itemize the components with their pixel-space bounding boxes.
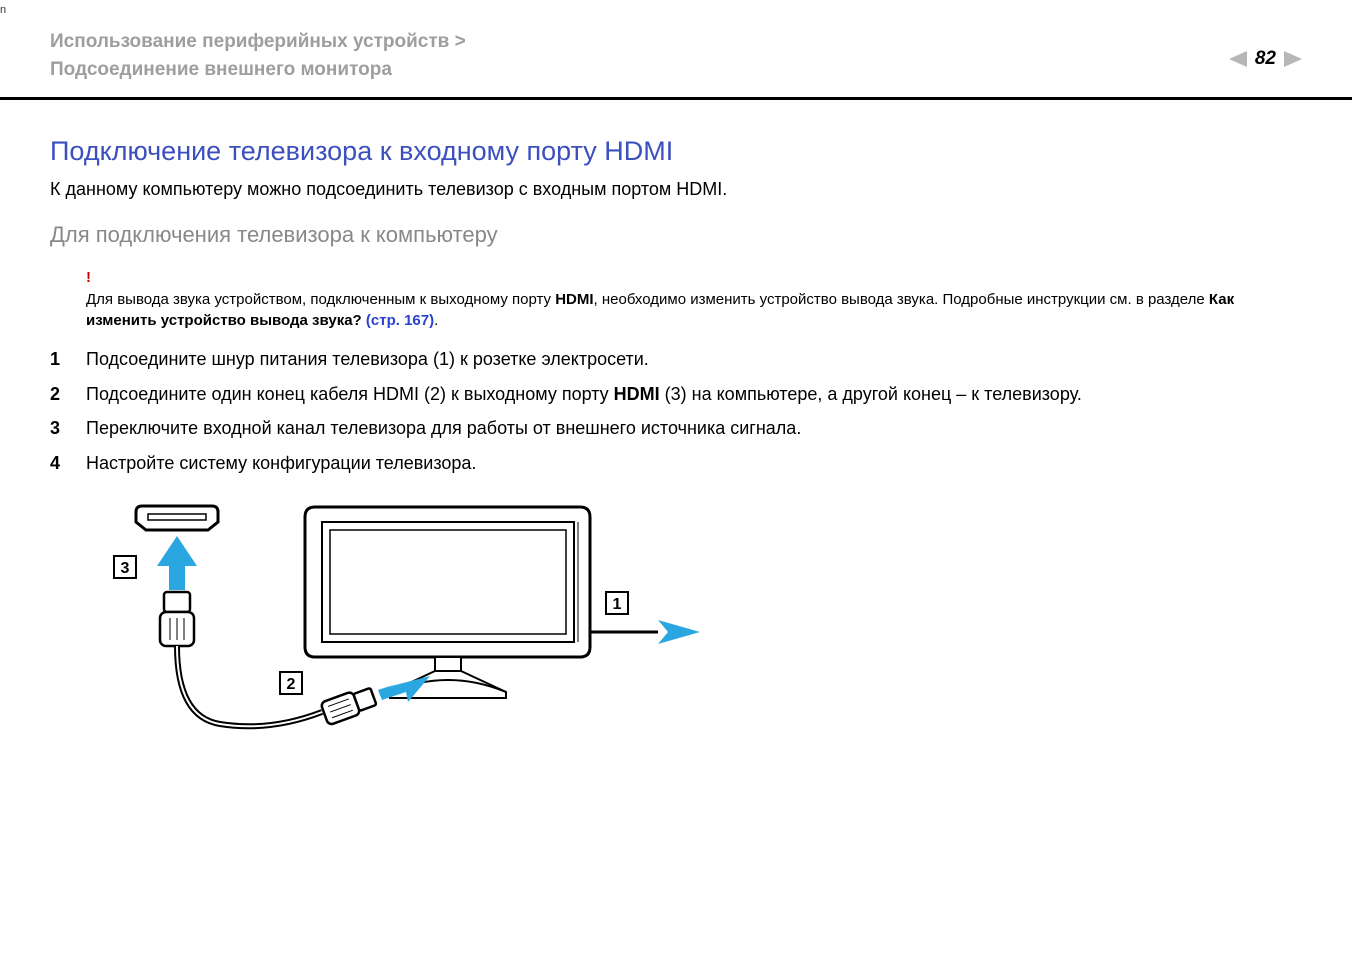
warning-block: ! Для вывода звука устройством, подключе…: [86, 268, 1302, 331]
warning-period: .: [434, 312, 438, 329]
breadcrumb-line-2: Подсоединение внешнего монитора: [50, 59, 392, 80]
step-1: 1 Подсоедините шнур питания телевизора (…: [50, 345, 1302, 374]
svg-text:3: 3: [121, 560, 130, 577]
tv-icon: [305, 507, 590, 698]
step-text: Подсоедините шнур питания телевизора (1)…: [86, 345, 1302, 374]
breadcrumb-line-1: Использование периферийных устройств: [50, 31, 449, 52]
hdmi-port-icon: [136, 506, 218, 530]
breadcrumb-sep: >: [455, 31, 466, 52]
step-4: 4 Настройте систему конфигурации телевиз…: [50, 449, 1302, 478]
step-text: Переключите входной канал телевизора для…: [86, 414, 1302, 443]
page-header: Использование периферийных устройств > П…: [0, 0, 1352, 97]
step-num: 2: [50, 380, 86, 409]
page-content: Подключение телевизора к входному порту …: [0, 100, 1352, 757]
page-nav: 82: [1229, 28, 1302, 70]
warning-text-2: , необходимо изменить устройство вывода …: [594, 291, 1209, 308]
warning-ref-link[interactable]: (стр. 167): [362, 312, 434, 329]
warning-hdmi-bold: HDMI: [555, 291, 593, 308]
hdmi-insert-arrow-icon: [157, 536, 197, 590]
callout-3: 3: [114, 556, 136, 578]
step-text: Настройте систему конфигурации телевизор…: [86, 449, 1302, 478]
hdmi-plug-bottom-icon: [320, 685, 377, 725]
step-text: Подсоедините один конец кабеля HDMI (2) …: [86, 380, 1302, 409]
step-3: 3 Переключите входной канал телевизора д…: [50, 414, 1302, 443]
next-page-icon[interactable]: [1284, 51, 1302, 67]
step-num: 1: [50, 345, 86, 374]
svg-text:2: 2: [287, 676, 296, 693]
callout-1: 1: [606, 592, 628, 614]
breadcrumb: Использование периферийных устройств > П…: [50, 28, 466, 83]
page-number: 82: [1255, 48, 1276, 70]
prev-page-icon[interactable]: [1229, 51, 1247, 67]
step-2: 2 Подсоедините один конец кабеля HDMI (2…: [50, 380, 1302, 409]
step-2-bold: HDMI: [614, 384, 660, 404]
intro-text: К данному компьютеру можно подсоединить …: [50, 179, 1302, 200]
page-title: Подключение телевизора к входному порту …: [50, 136, 1302, 167]
step-2-a: Подсоедините один конец кабеля HDMI (2) …: [86, 384, 614, 404]
warning-mark: !: [86, 268, 1302, 288]
steps-list: 1 Подсоедините шнур питания телевизора (…: [50, 345, 1302, 478]
step-2-b: (3) на компьютере, а другой конец – к те…: [660, 384, 1082, 404]
svg-text:1: 1: [613, 596, 622, 613]
n-indicator: n: [0, 4, 6, 16]
step-num: 3: [50, 414, 86, 443]
subheading: Для подключения телевизора к компьютеру: [50, 222, 1302, 248]
connection-diagram: 1 3: [90, 492, 1302, 757]
warning-text-1: Для вывода звука устройством, подключенн…: [86, 291, 555, 308]
step-num: 4: [50, 449, 86, 478]
power-cord-icon: [590, 620, 700, 644]
hdmi-plug-top-icon: [160, 592, 194, 646]
callout-2: 2: [280, 672, 302, 694]
